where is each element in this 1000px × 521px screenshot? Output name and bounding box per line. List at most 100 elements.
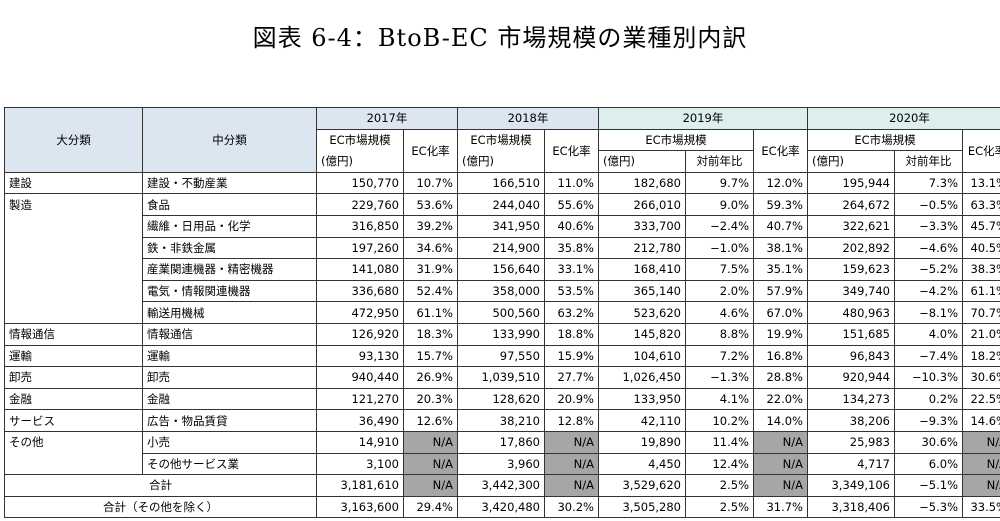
minor-category: 情報通信 [142,322,317,346]
ec-rate-2019: 40.7% [753,214,808,238]
ec-rate-2020: 33.5% [962,495,1000,519]
table-row: 電気・情報関連機器 336,680 52.4% 358,000 53.5% 36… [4,279,1000,303]
minor-category: 卸売 [142,366,317,389]
yoy-2019: 2.5% [685,495,754,519]
ec-size-2018: 358,000 [457,279,545,303]
ec-size-2017: 14,910 [316,430,404,454]
ec-rate-2018: 27.7% [544,366,599,389]
ec-rate-2019: 12.0% [753,171,808,195]
yoy-2019: 11.4% [685,430,754,454]
yoy-2019: 2.0% [685,279,754,303]
minor-category: 電気・情報関連機器 [142,279,317,303]
minor-category: 運輸 [142,344,317,368]
ec-rate-2019: N/A [753,452,808,476]
ec-size-2018: 341,950 [457,214,545,238]
ec-size-2017: 316,850 [316,214,404,238]
major-category [4,237,143,259]
header-ec-size-2018: EC市場規模 [457,128,545,151]
ec-size-2018: 244,040 [457,193,545,216]
yoy-2019: 9.0% [685,193,754,216]
major-category [4,215,143,238]
yoy-2020: −4.2% [894,279,963,303]
header-unit-2018: (億円) [457,150,545,173]
yoy-2019: 9.7% [685,171,754,195]
yoy-2019: 10.2% [685,409,754,432]
minor-category: 金融 [142,387,317,411]
ec-rate-2020: 14.6% [962,409,1000,432]
ec-size-2020: 480,963 [807,301,895,324]
yoy-2019: −1.0% [685,236,754,260]
header-minor: 中分類 [142,107,317,173]
table-row: 輸送用機械 472,950 61.1% 500,560 63.2% 523,62… [4,301,1000,324]
ec-size-2017: 141,080 [316,258,404,281]
ec-size-2019: 104,610 [598,344,686,368]
yoy-2020: −7.4% [894,344,963,368]
ec-rate-2018: N/A [544,430,599,454]
ec-rate-2017: 18.3% [403,322,458,346]
yoy-2020: −5.2% [894,258,963,281]
header-ec-size-2019: EC市場規模 [598,128,754,151]
ec-size-2018: 214,900 [457,236,545,260]
yoy-2020: −3.3% [894,214,963,238]
major-category: 製造 [4,193,143,216]
ec-rate-2017: N/A [403,474,458,497]
ec-rate-2018: 55.6% [544,193,599,216]
total-row: 合計 3,181,610 N/A 3,442,300 N/A 3,529,620… [4,474,1000,497]
major-category [4,280,143,302]
major-category: 情報通信 [4,322,143,346]
major-category [4,258,143,281]
ec-rate-2019: N/A [753,430,808,454]
ec-rate-2018: 12.8% [544,409,599,432]
header-ec-rate-2020: EC化率 [962,128,1000,173]
ec-rate-2020: 30.6% [962,366,1000,389]
ec-rate-2017: 61.1% [403,301,458,324]
minor-category: 広告・物品賃貸 [142,409,317,432]
ec-size-2018: 17,860 [457,430,545,454]
ec-size-2019: 1,026,450 [598,366,686,389]
ec-size-2018: 166,510 [457,171,545,195]
ec-rate-2019: 22.0% [753,387,808,411]
header-yoy-2020: 対前年比 [894,150,963,173]
header-ec-size-2017: EC市場規模 [316,128,404,151]
ec-size-2020: 38,206 [807,409,895,432]
ec-size-2019: 212,780 [598,236,686,260]
ec-size-2017: 126,920 [316,322,404,346]
ec-rate-2019: 31.7% [753,495,808,519]
header-unit-2020: (億円) [807,150,895,173]
ec-rate-2017: 15.7% [403,344,458,368]
ec-rate-2019: N/A [753,474,808,497]
yoy-2020: −5.3% [894,495,963,519]
ec-rate-2020: 40.5% [962,236,1000,260]
ec-size-2017: 36,490 [316,409,404,432]
table-row: 製造 食品 229,760 53.6% 244,040 55.6% 266,01… [4,193,1000,216]
yoy-2019: 7.2% [685,344,754,368]
ec-rate-2017: 26.9% [403,366,458,389]
ec-rate-2019: 35.1% [753,258,808,281]
ec-rate-2018: 33.1% [544,258,599,281]
major-category [4,453,143,476]
ec-size-2020: 25,983 [807,430,895,454]
ec-rate-2017: N/A [403,430,458,454]
minor-category: 産業関連機器・精密機器 [142,258,317,281]
ec-size-2020: 151,685 [807,322,895,346]
yoy-2020: −4.6% [894,236,963,260]
yoy-2019: 4.6% [685,301,754,324]
ec-size-2017: 150,770 [316,171,404,195]
ec-rate-2018: 20.9% [544,387,599,411]
ec-size-2017: 3,100 [316,452,404,476]
minor-category: 輸送用機械 [142,301,317,324]
ec-size-2018: 3,960 [457,452,545,476]
ec-size-2020: 264,672 [807,193,895,216]
ec-size-2018: 128,620 [457,387,545,411]
ec-rate-2020: N/A [962,430,1000,454]
table-row: 繊維・日用品・化学 316,850 39.2% 341,950 40.6% 33… [4,214,1000,238]
table-row: 建設 建設・不動産業 150,770 10.7% 166,510 11.0% 1… [4,171,1000,195]
ec-rate-2017: 39.2% [403,214,458,238]
total-excluding-other-row: 合計（その他を除く） 3,163,600 29.4% 3,420,480 30.… [4,495,1000,519]
ec-rate-2020: 61.1% [962,279,1000,303]
table-row: 鉄・非鉄金属 197,260 34.6% 214,900 35.8% 212,7… [4,236,1000,260]
ec-rate-2018: 63.2% [544,301,599,324]
table-row: 産業関連機器・精密機器 141,080 31.9% 156,640 33.1% … [4,258,1000,281]
yoy-2020: 6.0% [894,452,963,476]
yoy-2020: −0.5% [894,193,963,216]
